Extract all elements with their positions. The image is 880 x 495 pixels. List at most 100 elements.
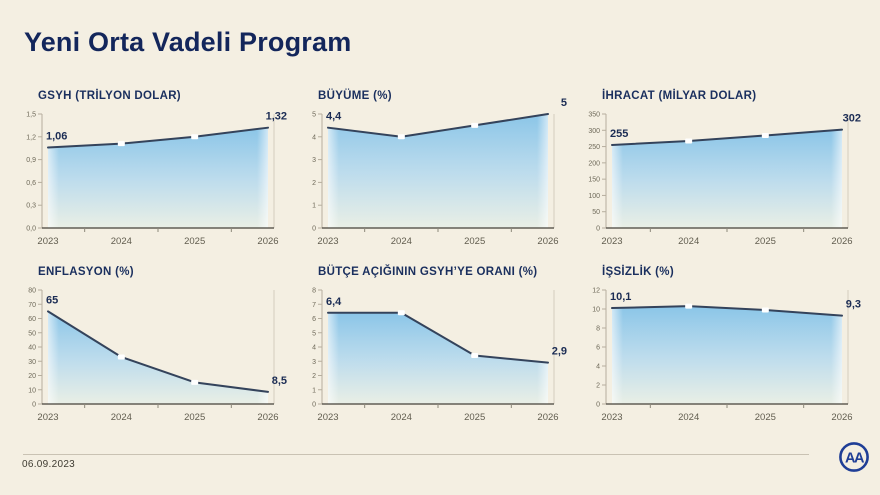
y-tick-label: 50 xyxy=(28,330,36,337)
data-point-marker xyxy=(191,379,199,385)
y-tick-label: 5 xyxy=(312,112,316,119)
area-left-fade xyxy=(48,311,59,404)
x-tick-label: 2023 xyxy=(37,236,58,247)
trend-line xyxy=(47,310,269,393)
area-right-fade xyxy=(537,114,548,228)
y-tick-label: 4 xyxy=(312,134,316,141)
y-tick-label: 1,5 xyxy=(26,112,36,119)
x-tick-label: 2026 xyxy=(257,236,278,247)
y-tick-label: 1,2 xyxy=(26,134,36,141)
y-tick-label: 20 xyxy=(28,373,36,380)
y-tick-label: 10 xyxy=(28,387,36,394)
y-tick-label: 200 xyxy=(588,160,600,167)
area-fill xyxy=(48,311,268,404)
trend-line xyxy=(611,305,843,317)
last-value-label: 302 xyxy=(843,113,861,125)
last-value-label: 2,9 xyxy=(552,346,567,358)
first-value-label: 255 xyxy=(610,128,628,140)
y-tick-label: 10 xyxy=(592,307,600,314)
first-value-label: 6,4 xyxy=(326,296,342,308)
x-tick-label: 2024 xyxy=(678,412,699,423)
y-tick-label: 5 xyxy=(312,330,316,337)
y-tick-label: 4 xyxy=(312,345,316,352)
x-tick-label: 2026 xyxy=(537,412,558,423)
area-fill xyxy=(612,306,842,404)
x-tick-label: 2026 xyxy=(257,412,278,423)
y-tick-label: 3 xyxy=(312,359,316,366)
x-tick-label: 2023 xyxy=(317,236,338,247)
y-tick-label: 0,0 xyxy=(26,226,36,233)
logo-circle xyxy=(839,442,869,472)
trend-line xyxy=(327,311,549,364)
first-value-label: 1,06 xyxy=(46,130,67,142)
y-tick-label: 2 xyxy=(312,180,316,187)
x-tick-label: 2026 xyxy=(537,236,558,247)
trend-line xyxy=(611,128,843,146)
area-chart-buyume: 0 1 2 3 4 5 2023 2024 2025 2026 4,4 5 xyxy=(312,97,567,247)
first-value-label: 4,4 xyxy=(326,111,342,123)
x-tick-label: 2024 xyxy=(391,236,412,247)
x-tick-label: 2023 xyxy=(601,412,622,423)
x-tick-label: 2025 xyxy=(755,412,776,423)
data-point-marker xyxy=(117,141,125,147)
y-tick-label: 0,6 xyxy=(26,180,36,187)
page-title: Yeni Orta Vadeli Program xyxy=(24,27,352,57)
data-point-marker xyxy=(397,134,405,140)
y-tick-label: 0 xyxy=(596,226,600,233)
x-tick-label: 2025 xyxy=(184,236,205,247)
y-tick-label: 8 xyxy=(312,288,316,295)
y-tick-label: 0 xyxy=(312,226,316,233)
y-tick-label: 0 xyxy=(596,402,600,409)
area-chart-enflasyon: 0 10 20 30 40 50 60 70 80 2023 2024 2025 2026 65 8,5 xyxy=(28,288,287,424)
area-left-fade xyxy=(48,127,59,228)
y-tick-label: 0 xyxy=(32,402,36,409)
x-tick-label: 2025 xyxy=(464,236,485,247)
y-tick-label: 12 xyxy=(592,288,600,295)
x-tick-label: 2023 xyxy=(37,412,58,423)
logo-letters: AA xyxy=(845,451,865,467)
data-point-marker xyxy=(397,310,405,316)
last-value-label: 8,5 xyxy=(272,375,287,387)
area-chart-ihracat: 0 50 100 150 200 250 300 350 2023 2024 2025 2026 255… xyxy=(588,112,861,248)
x-tick-label: 2026 xyxy=(831,412,852,423)
data-point-marker xyxy=(685,138,693,144)
y-tick-label: 0 xyxy=(312,402,316,409)
area-left-fade xyxy=(328,312,339,404)
area-left-fade xyxy=(612,306,623,404)
y-tick-label: 8 xyxy=(596,326,600,333)
chart-title-buyume: BÜYÜME (%) xyxy=(318,90,392,102)
y-tick-label: 60 xyxy=(28,316,36,323)
x-tick-label: 2025 xyxy=(464,412,485,423)
area-chart-butce-acigi: 0 1 2 3 4 5 6 7 8 2023 2024 2025 2026 6,4 2,9 xyxy=(312,288,567,424)
first-value-label: 65 xyxy=(46,294,58,306)
y-tick-label: 1 xyxy=(312,387,316,394)
chart-title-ihracat: İHRACAT (MİLYAR DOLAR) xyxy=(602,90,757,102)
area-fill xyxy=(48,127,268,228)
area-right-fade xyxy=(831,129,842,228)
area-fill xyxy=(612,129,842,228)
chart-issizlik: İŞSİZLİK (%) 0 2 4 6 8 10 12 2023 2024 2025 2026 10… xyxy=(584,266,862,442)
trend-line xyxy=(47,126,269,149)
data-point-marker xyxy=(471,122,479,128)
y-tick-label: 7 xyxy=(312,302,316,309)
y-tick-label: 250 xyxy=(588,144,600,151)
y-tick-label: 70 xyxy=(28,302,36,309)
footer-divider xyxy=(23,454,809,455)
last-value-label: 5 xyxy=(561,97,567,109)
y-tick-label: 0,3 xyxy=(26,203,36,210)
chart-enflasyon: ENFLASYON (%) 0 10 20 30 40 50 60 70 80 2023 2024 2… xyxy=(20,266,288,442)
data-point-marker xyxy=(761,307,769,313)
chart-butce-acigi: BÜTÇE AÇIĞININ GSYH’YE ORANI (%) 0 1 2 3 4 5 6… xyxy=(300,266,568,442)
area-left-fade xyxy=(328,114,339,228)
y-tick-label: 30 xyxy=(28,359,36,366)
area-right-fade xyxy=(257,127,268,228)
area-chart-issizlik: 0 2 4 6 8 10 12 2023 2024 2025 2026 10,1 9,3 xyxy=(592,288,861,424)
y-tick-label: 40 xyxy=(28,345,36,352)
x-tick-label: 2024 xyxy=(391,412,412,423)
footer-date: 06.09.2023 xyxy=(22,459,76,470)
chart-title-issizlik: İŞSİZLİK (%) xyxy=(602,266,674,278)
y-tick-label: 6 xyxy=(312,316,316,323)
x-tick-label: 2024 xyxy=(111,412,132,423)
trend-line xyxy=(327,113,549,138)
x-tick-label: 2024 xyxy=(111,236,132,247)
